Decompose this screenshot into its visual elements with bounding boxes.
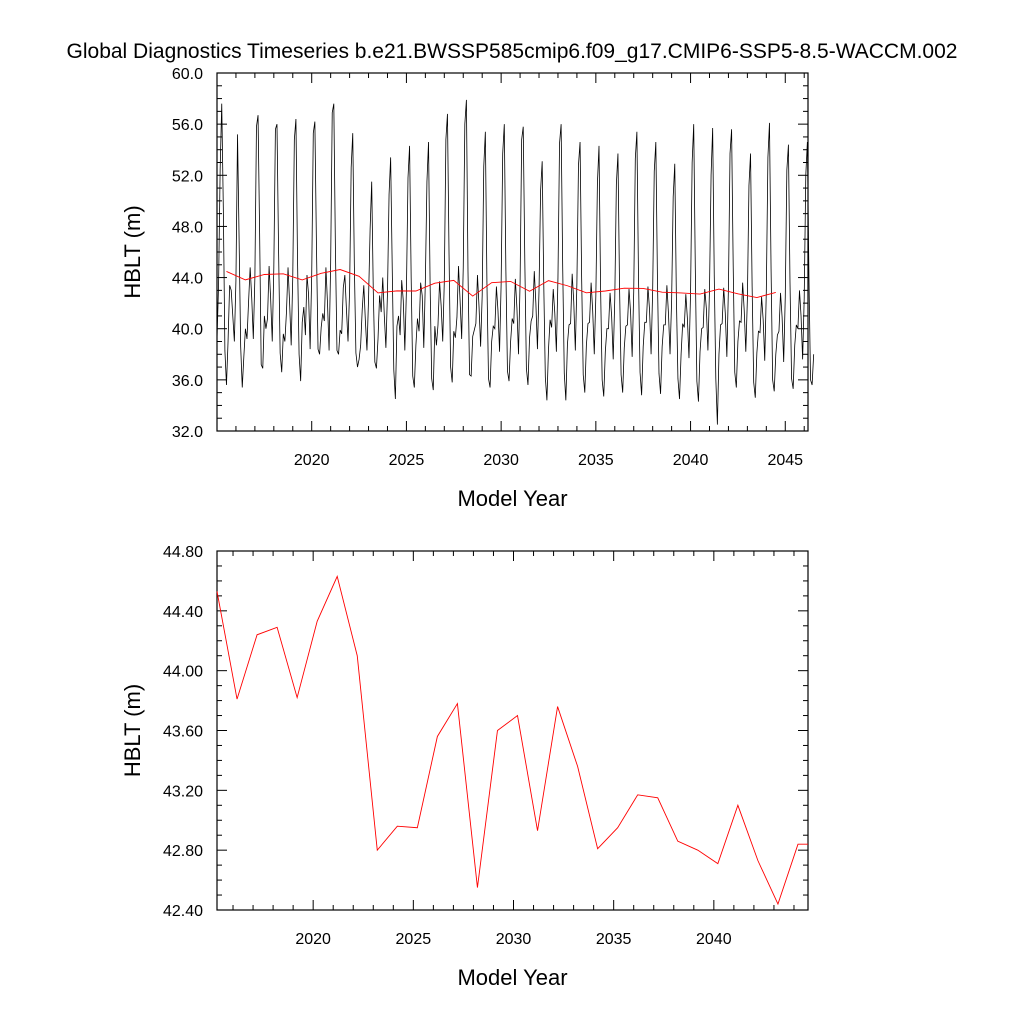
y-tick-label: 32.0 bbox=[172, 424, 203, 441]
annual-mean-series-line bbox=[216, 575, 808, 906]
y-tick-label: 43.20 bbox=[163, 783, 203, 800]
y-tick-label: 60.0 bbox=[172, 66, 203, 83]
y-tick-label: 48.0 bbox=[172, 219, 203, 236]
y-tick-label: 44.0 bbox=[172, 271, 203, 288]
x-tick-label: 2030 bbox=[483, 452, 519, 469]
figure-title: Global Diagnostics Timeseries b.e21.BWSS… bbox=[67, 40, 958, 63]
x-tick-label: 2030 bbox=[496, 931, 532, 948]
y-axis-label: HBLT (m) bbox=[120, 205, 145, 298]
x-tick-label: 2025 bbox=[389, 452, 425, 469]
y-tick-label: 42.80 bbox=[163, 843, 203, 860]
x-tick-label: 2035 bbox=[578, 452, 614, 469]
y-tick-label: 52.0 bbox=[172, 168, 203, 185]
y-tick-label: 56.0 bbox=[172, 117, 203, 134]
x-axis-label: Model Year bbox=[457, 965, 567, 990]
plot-frame bbox=[216, 550, 809, 911]
bottom-chart-panel: 42.40 42.80 43.20 43.60 44.00 44.40 44.80 2020 2… bbox=[120, 544, 809, 990]
y-tick-label: 43.60 bbox=[163, 724, 203, 741]
x-tick-label: 2035 bbox=[596, 931, 632, 948]
x-tick-label: 2040 bbox=[673, 452, 709, 469]
y-tick-label: 40.0 bbox=[172, 322, 203, 339]
x-axis-label: Model Year bbox=[457, 486, 567, 511]
y-tick-label: 44.00 bbox=[163, 664, 203, 681]
x-tick-label: 2040 bbox=[696, 931, 732, 948]
plot-frame bbox=[216, 72, 809, 432]
annual-mean-series-line bbox=[226, 269, 776, 298]
y-tick-label: 44.80 bbox=[163, 544, 203, 561]
y-tick-label: 42.40 bbox=[163, 903, 203, 920]
y-tick-label: 44.40 bbox=[163, 604, 203, 621]
x-tick-label: 2020 bbox=[295, 931, 331, 948]
monthly-series-line bbox=[216, 99, 815, 425]
y-tick-label: 36.0 bbox=[172, 373, 203, 390]
x-tick-label: 2020 bbox=[294, 452, 330, 469]
y-axis-label: HBLT (m) bbox=[120, 684, 145, 777]
x-tick-label: 2025 bbox=[396, 931, 432, 948]
top-chart-panel: 32.0 36.0 40.0 44.0 48.0 52.0 56.0 60.0 2020 2025… bbox=[120, 66, 815, 511]
x-tick-label: 2045 bbox=[767, 452, 803, 469]
